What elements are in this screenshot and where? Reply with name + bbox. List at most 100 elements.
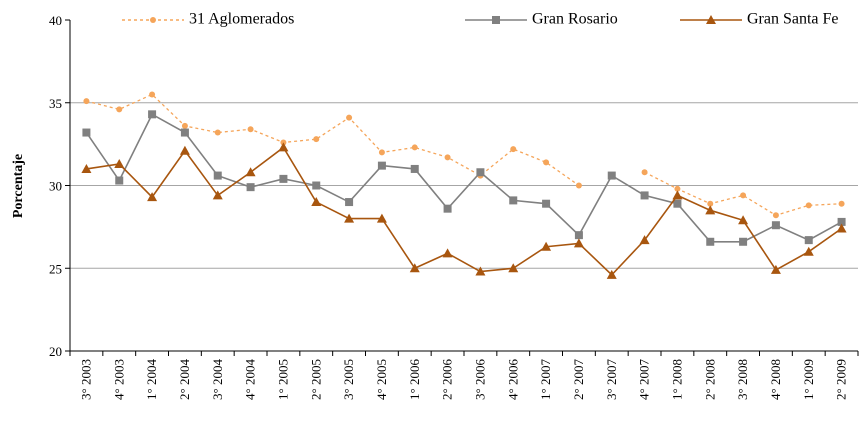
y-axis-label: Porcentaje [11,154,26,218]
point [836,223,847,233]
x-tick-label: 4° 2005 [374,359,389,400]
y-tick-label: 35 [49,96,62,111]
point [213,171,222,180]
point [771,221,780,230]
point [409,263,420,273]
point [312,181,321,190]
series-line [86,93,842,216]
x-tick-label: 2° 2007 [571,359,586,400]
point [212,190,223,200]
x-tick-label: 3° 2008 [735,359,750,400]
point [739,237,748,246]
point [674,185,681,192]
point [411,144,418,151]
y-tick-label: 25 [49,261,62,276]
y-tick-label: 40 [49,13,62,28]
x-tick-label: 4° 2008 [768,359,783,400]
point [148,110,157,119]
point [115,176,124,185]
point [410,164,419,173]
point [443,204,452,213]
y-tick-label: 30 [49,179,62,194]
point [672,190,683,200]
legend-marker [150,17,156,23]
x-tick-label: 4° 2003 [111,359,126,400]
point [247,126,254,133]
legend-label: Gran Rosario [532,11,618,28]
point [81,163,92,173]
point [770,264,781,274]
x-tick-label: 1° 2009 [801,359,816,400]
point [114,158,125,168]
point [705,205,716,215]
legend-label: 31 Aglomerados [189,11,294,28]
x-tick-label: 2° 2004 [177,359,192,400]
point [246,183,255,192]
point [245,167,256,177]
x-tick-label: 4° 2007 [637,359,652,400]
point [805,202,812,209]
point [803,246,814,256]
x-tick-label: 1° 2004 [144,359,159,400]
point [706,237,715,246]
point [542,199,551,208]
point [83,98,90,105]
point [311,197,322,207]
point [279,174,288,183]
point [707,200,714,207]
point [574,231,583,240]
point [116,106,123,113]
point [837,217,846,226]
x-tick-label: 2° 2009 [834,359,849,400]
point [508,263,519,273]
x-tick-label: 1° 2007 [538,359,553,400]
point [838,200,845,207]
point [346,114,353,121]
point [149,91,156,98]
x-tick-label: 3° 2003 [78,359,93,400]
point [442,248,453,258]
point [804,236,813,245]
legend-label: Gran Santa Fe [747,11,839,28]
x-tick-label: 4° 2006 [505,359,520,400]
point [475,266,486,276]
point [639,235,650,245]
x-tick-label: 2° 2006 [440,359,455,400]
point [378,149,385,156]
x-tick-label: 3° 2007 [604,359,619,400]
series-line [85,113,842,243]
point [607,171,616,180]
point [476,168,485,177]
x-tick-label: 3° 2004 [210,359,225,400]
point [180,128,189,137]
point [606,269,617,279]
x-tick-label: 1° 2008 [669,359,684,400]
x-tick-label: 1° 2005 [275,359,290,400]
point [444,154,451,161]
point [345,198,354,207]
point [147,192,158,202]
point [510,146,517,153]
x-tick-label: 1° 2006 [407,359,422,400]
x-tick-label: 2° 2008 [702,359,717,400]
x-tick-label: 2° 2005 [308,359,323,400]
x-tick-label: 3° 2006 [472,359,487,400]
point [376,213,387,223]
point [278,142,289,152]
point [740,192,747,199]
point [543,159,550,166]
point [575,182,582,189]
point [641,169,648,176]
point [772,212,779,219]
point [181,122,188,129]
point [573,238,584,248]
point [344,213,355,223]
legend-marker [492,16,500,24]
point [214,129,221,136]
point [640,191,649,200]
point [82,128,91,137]
x-tick-label: 4° 2004 [243,359,258,400]
point [541,241,552,251]
point [738,215,749,225]
